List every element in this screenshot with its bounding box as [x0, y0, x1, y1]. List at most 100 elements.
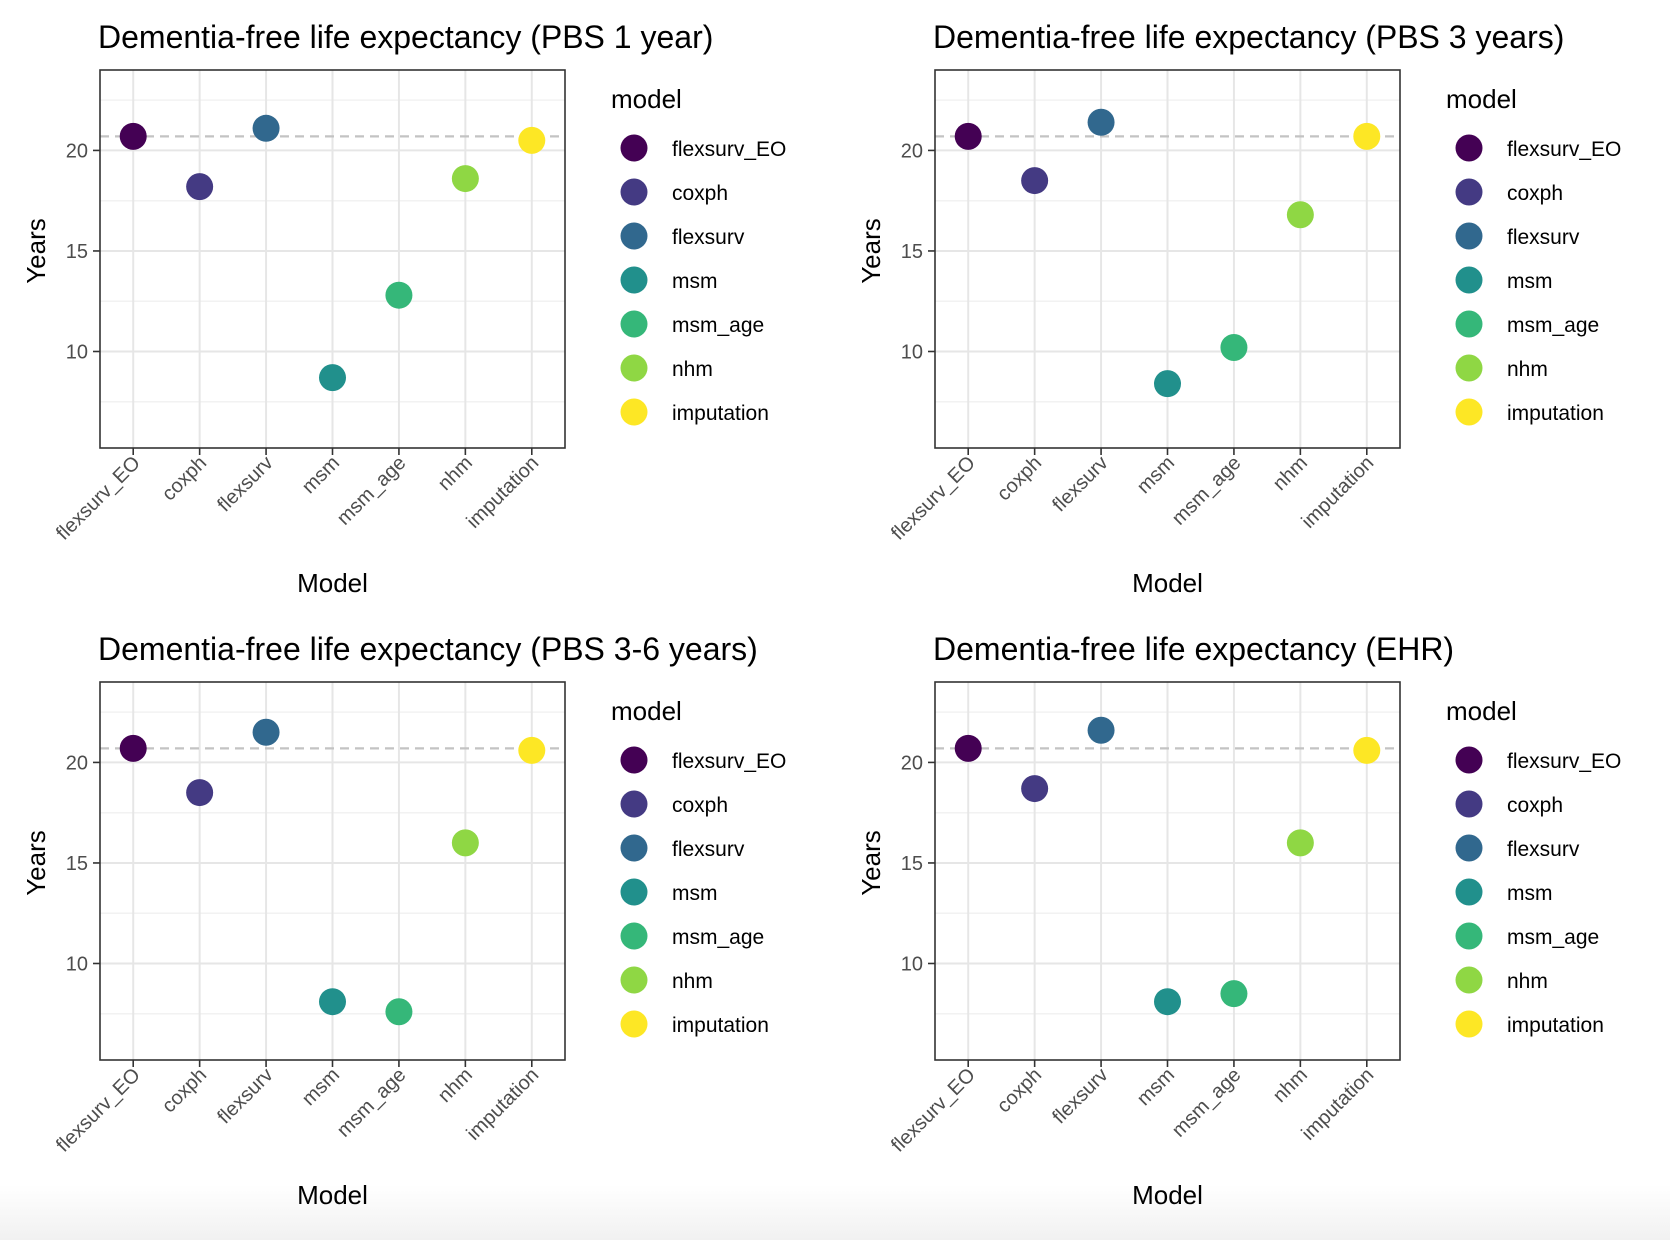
point-coxph [1021, 167, 1049, 195]
point-flexsurv_EO [119, 734, 147, 762]
point-nhm [1286, 201, 1314, 229]
legend-label: coxph [672, 182, 728, 205]
legend-key-msm_age [620, 922, 648, 950]
point-msm [1154, 988, 1181, 1016]
x-tick-label: msm [298, 452, 344, 498]
y-axis-title: Years [856, 218, 886, 284]
point-msm [1154, 370, 1181, 398]
point-msm [319, 364, 346, 392]
legend-label: nhm [672, 358, 713, 381]
legend-key-coxph [1455, 790, 1483, 818]
legend-key-flexsurv [1455, 834, 1483, 862]
legend-label: msm [672, 882, 718, 905]
y-tick-label: 15 [901, 853, 923, 875]
legend-key-msm [1455, 266, 1483, 294]
point-msm_age [1220, 333, 1248, 361]
legend-key-coxph [1455, 178, 1483, 206]
legend-label: msm [1507, 882, 1553, 905]
x-tick-label: flexsurv_EO [52, 452, 145, 545]
y-tick-label: 10 [901, 341, 923, 363]
point-flexsurv_EO [954, 122, 982, 150]
x-tick-label: flexsurv [213, 452, 277, 516]
x-axis-title: Model [297, 568, 368, 598]
x-tick-label: nhm [434, 1064, 477, 1107]
y-axis-title: Years [856, 830, 886, 896]
legend-key-msm_age [620, 310, 648, 338]
x-axis-title: Model [1132, 568, 1203, 598]
point-imputation [1353, 736, 1381, 764]
legend-key-flexsurv [1455, 222, 1483, 250]
x-axis-title: Model [297, 1180, 368, 1210]
point-coxph [186, 779, 214, 807]
legend-key-flexsurv_EO [1455, 746, 1483, 774]
y-tick-label: 10 [901, 953, 923, 975]
legend-label: imputation [1507, 402, 1604, 425]
legend-key-flexsurv_EO [1455, 134, 1483, 162]
chart-panel-2: Dementia-free life expectancy (PBS 3 yea… [835, 0, 1670, 612]
legend-label: coxph [1507, 794, 1563, 817]
x-tick-label: msm_age [1168, 452, 1246, 530]
legend-label: coxph [672, 794, 728, 817]
y-tick-label: 20 [66, 752, 88, 774]
legend-title: model [1446, 696, 1517, 726]
x-tick-label: imputation [463, 1064, 544, 1145]
legend-label: flexsurv [672, 226, 745, 249]
chart-title: Dementia-free life expectancy (PBS 3 yea… [933, 19, 1564, 55]
legend-label: nhm [1507, 970, 1548, 993]
legend-key-imputation [1455, 1010, 1483, 1038]
x-tick-label: flexsurv [1048, 452, 1112, 516]
point-coxph [186, 173, 214, 201]
legend-label: flexsurv [1507, 838, 1580, 861]
y-axis-title: Years [21, 218, 51, 284]
x-tick-label: coxph [158, 1064, 211, 1117]
point-msm_age [1220, 980, 1248, 1008]
legend-title: model [611, 696, 682, 726]
x-tick-label: imputation [463, 452, 544, 533]
x-tick-label: flexsurv_EO [52, 1064, 145, 1157]
chart-title: Dementia-free life expectancy (EHR) [933, 631, 1454, 667]
point-flexsurv [252, 114, 280, 142]
chart-svg-1: Dementia-free life expectancy (PBS 1 yea… [21, 19, 786, 598]
x-tick-label: msm [1133, 1064, 1179, 1110]
point-nhm [451, 829, 479, 857]
x-tick-label: imputation [1298, 1064, 1379, 1145]
x-tick-label: msm [298, 1064, 344, 1110]
legend-key-flexsurv [620, 834, 648, 862]
point-nhm [451, 165, 479, 193]
chart-svg-4: Dementia-free life expectancy (EHR) 10 15 2… [856, 631, 1621, 1210]
legend-key-imputation [620, 398, 648, 426]
legend-label: msm [1507, 270, 1553, 293]
x-tick-label: flexsurv_EO [887, 452, 980, 545]
point-flexsurv [252, 718, 280, 746]
x-tick-label: flexsurv_EO [887, 1064, 980, 1157]
point-imputation [1353, 122, 1381, 150]
x-tick-label: msm_age [333, 1064, 411, 1142]
chart-title: Dementia-free life expectancy (PBS 1 yea… [98, 19, 713, 55]
legend-label: msm_age [672, 314, 764, 337]
x-tick-label: coxph [993, 1064, 1046, 1117]
y-tick-label: 20 [66, 140, 88, 162]
chart-panel-4: Dementia-free life expectancy (EHR) 10 15 2… [835, 612, 1670, 1224]
point-flexsurv [1087, 108, 1115, 136]
legend-key-msm_age [1455, 310, 1483, 338]
legend-key-imputation [1455, 398, 1483, 426]
legend-key-msm [620, 266, 648, 294]
legend-key-coxph [620, 790, 648, 818]
x-tick-label: flexsurv [213, 1064, 277, 1128]
legend-title: model [611, 84, 682, 114]
legend-key-imputation [620, 1010, 648, 1038]
x-tick-label: msm [1133, 452, 1179, 498]
point-coxph [1021, 775, 1049, 803]
legend-key-msm [1455, 878, 1483, 906]
point-flexsurv_EO [954, 734, 982, 762]
chart-panel-1: Dementia-free life expectancy (PBS 1 yea… [0, 0, 835, 612]
legend-key-coxph [620, 178, 648, 206]
legend-label: msm_age [1507, 926, 1599, 949]
x-tick-label: nhm [1269, 452, 1312, 495]
point-imputation [518, 126, 546, 154]
point-flexsurv_EO [119, 122, 147, 150]
legend-key-flexsurv [620, 222, 648, 250]
legend-label: flexsurv [672, 838, 745, 861]
legend-key-msm [620, 878, 648, 906]
legend-label: flexsurv [1507, 226, 1580, 249]
